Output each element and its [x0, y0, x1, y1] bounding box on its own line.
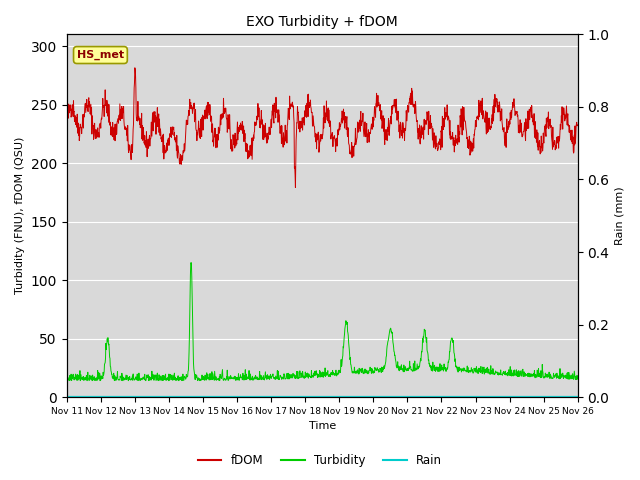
Legend: fDOM, Turbidity, Rain: fDOM, Turbidity, Rain [193, 449, 447, 472]
Rain [290, 394, 298, 399]
fDOM [300, 114, 308, 120]
Rain [280, 394, 287, 399]
fDOM [280, 134, 287, 140]
fDOM [123, 126, 131, 132]
fDOM [355, 129, 362, 135]
Turbidity [188, 260, 195, 265]
Y-axis label: Rain (mm): Rain (mm) [615, 186, 625, 245]
Line: fDOM: fDOM [67, 68, 578, 188]
Rain [574, 394, 582, 399]
Turbidity [355, 371, 362, 376]
Turbidity [291, 374, 299, 380]
fDOM [574, 123, 582, 129]
Turbidity [574, 376, 582, 382]
fDOM [291, 165, 298, 171]
fDOM [102, 103, 110, 108]
Y-axis label: Turbidity (FNU), fDOM (QSU): Turbidity (FNU), fDOM (QSU) [15, 137, 25, 294]
Turbidity [102, 342, 110, 348]
Rain [300, 394, 307, 399]
Rain [63, 394, 70, 399]
X-axis label: Time: Time [308, 421, 336, 432]
fDOM [63, 120, 70, 126]
Turbidity [64, 378, 72, 384]
Text: HS_met: HS_met [77, 50, 124, 60]
fDOM [292, 185, 300, 191]
Turbidity [63, 375, 70, 381]
Line: Turbidity: Turbidity [67, 263, 578, 381]
Title: EXO Turbidity + fDOM: EXO Turbidity + fDOM [246, 15, 398, 29]
Rain [123, 394, 131, 399]
Turbidity [300, 374, 308, 380]
fDOM [131, 65, 139, 71]
Turbidity [124, 374, 131, 380]
Rain [102, 394, 110, 399]
Rain [354, 394, 362, 399]
Turbidity [280, 372, 288, 378]
